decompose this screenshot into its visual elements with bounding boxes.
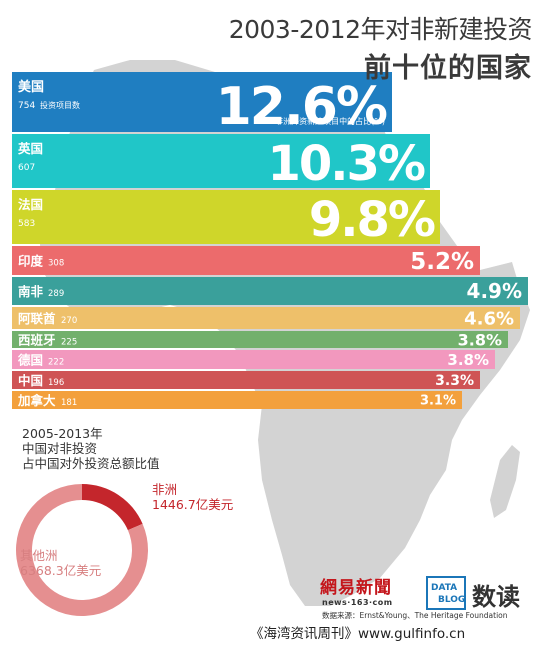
bar-3 bbox=[12, 190, 440, 244]
pie-chart-title: 2005-2013年 中国对非投资 占中国对外投资总额比值 bbox=[22, 426, 160, 471]
category-label: 印度 bbox=[18, 254, 44, 269]
category-label: 美国 bbox=[18, 79, 44, 95]
datablog-line1: DATA bbox=[431, 583, 458, 593]
category-label: 德国 bbox=[18, 353, 43, 368]
project-count-label: 308 bbox=[48, 259, 64, 269]
value-label: 12.6% bbox=[216, 77, 387, 137]
bar-4 bbox=[12, 246, 480, 275]
project-count-label: 289 bbox=[48, 289, 64, 299]
pie-title-line1: 2005-2013年 bbox=[22, 426, 103, 441]
madagascar-shape bbox=[490, 445, 520, 518]
datablog-logo: DATA BLOG bbox=[426, 576, 466, 610]
share-note: 非洲外资新建项目中的占比(%) bbox=[275, 116, 385, 126]
category-label: 英国 bbox=[18, 141, 43, 156]
value-label: 10.3% bbox=[267, 136, 424, 192]
chart-title-line1: 2003-2012年对非新建投资 bbox=[228, 15, 533, 44]
value-label: 3.3% bbox=[435, 373, 474, 389]
bar-8 bbox=[12, 350, 495, 369]
bar-10 bbox=[12, 391, 462, 409]
project-count-label: 270 bbox=[61, 316, 77, 326]
value-label: 5.2% bbox=[410, 249, 474, 275]
value-label: 4.6% bbox=[464, 308, 514, 329]
bar-9 bbox=[12, 371, 480, 389]
pie-title-line3: 占中国对外投资总额比值 bbox=[22, 456, 160, 471]
value-label: 3.8% bbox=[458, 330, 502, 349]
data-source: 数据来源：Ernst&Young、The Heritage Foundation bbox=[322, 611, 508, 620]
pie-value-label: 6368.3亿美元 bbox=[20, 563, 101, 578]
dushu-logo: 数读 bbox=[472, 583, 520, 611]
pie-title-line2: 中国对非投资 bbox=[22, 441, 98, 456]
netease-url: news·163·com bbox=[322, 598, 393, 607]
bar-1 bbox=[12, 72, 392, 132]
pie-slice-1 bbox=[82, 484, 143, 531]
pie-value-label: 1446.7亿美元 bbox=[152, 497, 233, 512]
category-label: 中国 bbox=[18, 373, 43, 388]
category-label: 阿联酋 bbox=[18, 311, 56, 326]
value-label: 4.9% bbox=[467, 279, 522, 303]
datablog-line2: BLOG bbox=[438, 595, 466, 605]
value-label: 9.8% bbox=[309, 192, 435, 248]
netease-news-logo: 網易新聞 bbox=[320, 578, 392, 598]
bar-6 bbox=[12, 307, 520, 329]
category-label: 加拿大 bbox=[17, 393, 56, 408]
pie-category-label: 非洲 bbox=[152, 482, 177, 497]
count-caption: 投资项目数 bbox=[40, 100, 80, 110]
project-count-label: 583 bbox=[18, 219, 35, 229]
project-count-label: 225 bbox=[61, 338, 77, 348]
pie-category-label: 其他洲 bbox=[20, 548, 58, 563]
bar-7 bbox=[12, 331, 508, 348]
category-label: 法国 bbox=[18, 197, 43, 212]
bar-5 bbox=[12, 277, 528, 305]
bar-2 bbox=[12, 134, 430, 188]
category-label: 西班牙 bbox=[18, 333, 56, 348]
category-label: 南非 bbox=[18, 284, 44, 299]
value-label: 3.8% bbox=[447, 351, 489, 369]
project-count-label: 196 bbox=[48, 378, 64, 388]
footer-credit: 《海湾资讯周刊》www.gulfinfo.cn bbox=[250, 626, 466, 642]
value-label: 3.1% bbox=[420, 394, 456, 409]
project-count-label: 222 bbox=[48, 358, 64, 368]
project-count-label: 754 bbox=[18, 101, 35, 111]
project-count-label: 607 bbox=[18, 163, 35, 173]
chart-title-line2: 前十位的国家 bbox=[364, 53, 532, 84]
project-count-label: 181 bbox=[61, 398, 77, 408]
